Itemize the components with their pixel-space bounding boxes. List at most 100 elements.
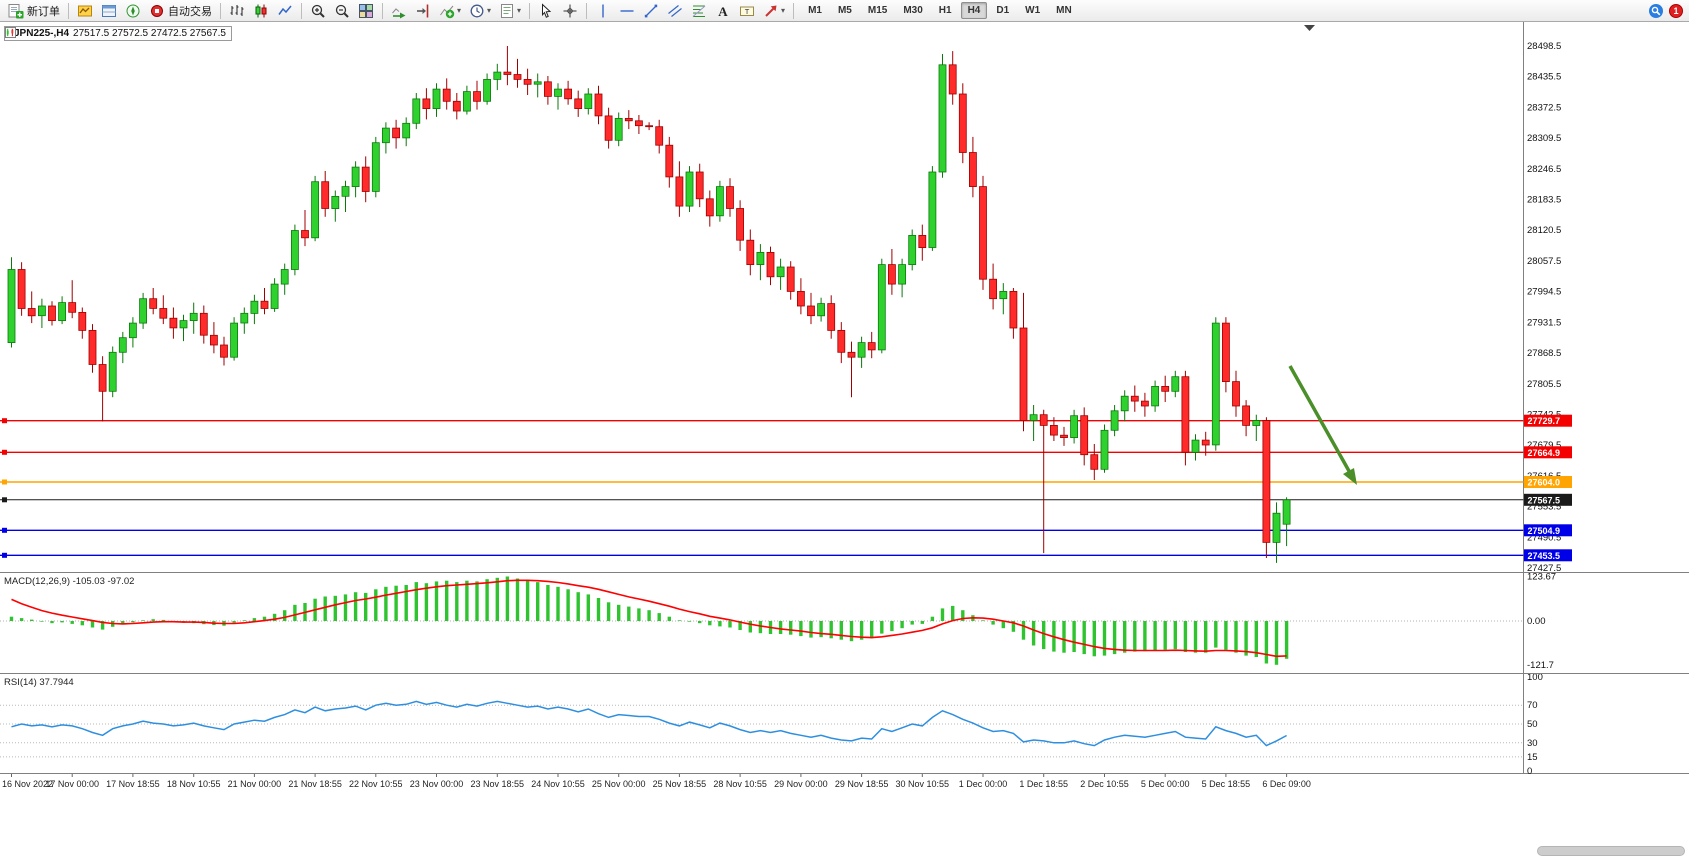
fibonacci-button[interactable] <box>687 1 711 20</box>
navigator-icon <box>125 3 141 19</box>
bar-chart-button[interactable] <box>225 1 249 20</box>
timeframe-h4-button[interactable]: H4 <box>960 2 988 19</box>
tile-windows-button[interactable] <box>354 1 378 20</box>
svg-text:6 Dec 09:00: 6 Dec 09:00 <box>1262 779 1311 789</box>
toolbar-right: 1 <box>1648 0 1683 22</box>
toolbar-separator <box>586 2 588 19</box>
symbol-period-label: JPN225-,H4 <box>14 28 70 39</box>
svg-text:27504.9: 27504.9 <box>1528 526 1561 536</box>
timeframe-m1-button[interactable]: M1 <box>808 5 822 16</box>
svg-text:29 Nov 00:00: 29 Nov 00:00 <box>774 779 828 789</box>
ohlc-values: 27517.5 27572.5 27472.5 27567.5 <box>73 28 226 39</box>
svg-text:27931.5: 27931.5 <box>1527 317 1561 328</box>
timeframe-m30-button[interactable]: M30 <box>903 5 923 16</box>
indicators-dropdown-arrow-icon[interactable]: ▾ <box>457 6 462 15</box>
svg-text:17 Nov 18:55: 17 Nov 18:55 <box>106 779 160 789</box>
line-chart-button[interactable] <box>273 1 297 20</box>
timeframe-m5-button[interactable]: M5 <box>837 5 852 16</box>
svg-text:0: 0 <box>1527 766 1532 774</box>
svg-text:17 Nov 00:00: 17 Nov 00:00 <box>45 779 99 789</box>
svg-text:100: 100 <box>1527 674 1543 683</box>
arrows-dropdown-arrow-icon[interactable]: ▾ <box>781 6 786 15</box>
equidistant-channel-icon <box>667 3 683 19</box>
periods-dropdown-arrow-icon[interactable]: ▾ <box>487 6 492 15</box>
svg-text:28372.5: 28372.5 <box>1527 102 1561 113</box>
macd-canvas[interactable]: 123.67 0.00 -121.7 <box>0 573 1689 674</box>
cursor-button[interactable] <box>534 1 558 20</box>
zoom-in-button[interactable] <box>306 1 330 20</box>
auto-trading-button[interactable]: 自动交易 <box>145 1 216 20</box>
svg-text:70: 70 <box>1527 700 1538 711</box>
auto-scroll-button[interactable] <box>387 1 411 20</box>
svg-text:30: 30 <box>1527 738 1538 749</box>
market-watch-button[interactable] <box>73 1 97 20</box>
toolbar-separator <box>793 2 795 19</box>
notifications-badge[interactable]: 1 <box>1669 4 1683 18</box>
svg-text:28498.5: 28498.5 <box>1527 41 1561 52</box>
text-button[interactable]: A <box>711 1 735 20</box>
svg-text:-121.7: -121.7 <box>1527 660 1554 671</box>
timeframe-m15-button[interactable]: M15 <box>867 5 888 16</box>
trendline-button[interactable] <box>639 1 663 20</box>
rsi-canvas[interactable]: 100 70 50 30 15 0 <box>0 674 1689 774</box>
data-window-button[interactable] <box>97 1 121 20</box>
crosshair-button[interactable] <box>558 1 582 20</box>
periods-button[interactable]: ▾ <box>465 1 495 20</box>
svg-text:28057.5: 28057.5 <box>1527 256 1561 267</box>
candlestick-chart-button[interactable] <box>249 1 273 20</box>
tile-windows-icon <box>358 3 374 19</box>
main-chart-canvas[interactable]: 28498.5 28435.5 28372.5 28309.5 28246.5 28183… <box>0 22 1689 573</box>
line-chart-icon <box>277 3 293 19</box>
svg-text:15: 15 <box>1527 752 1538 763</box>
zoom-out-button[interactable] <box>330 1 354 20</box>
svg-text:5 Dec 00:00: 5 Dec 00:00 <box>1141 779 1190 789</box>
svg-text:A: A <box>718 4 728 19</box>
horizontal-line-button[interactable] <box>615 1 639 20</box>
timeframe-d1-button[interactable]: D1 <box>996 5 1010 16</box>
chart-title: JPN225-,H4 27517.5 27572.5 27472.5 27567… <box>4 26 232 41</box>
templates-button[interactable]: ▾ <box>495 1 525 20</box>
search-icon[interactable] <box>1648 3 1664 19</box>
vertical-line-icon <box>595 3 611 19</box>
chart-shift-button[interactable] <box>411 1 435 20</box>
svg-text:27453.5: 27453.5 <box>1528 551 1561 561</box>
auto-scroll-icon <box>391 3 407 19</box>
periods-icon <box>469 3 485 19</box>
indicators-icon <box>439 3 455 19</box>
svg-text:27729.7: 27729.7 <box>1528 416 1561 426</box>
toolbar-separator <box>68 2 69 19</box>
svg-text:50: 50 <box>1527 719 1538 730</box>
timeframe-mn-button[interactable]: MN <box>1056 5 1072 16</box>
templates-dropdown-arrow-icon[interactable]: ▾ <box>517 6 522 15</box>
toolbar-buttons: 新订单 自动交易 ▾ ▾ ▾ A T ▾ <box>4 1 798 20</box>
horizontal-scrollbar[interactable] <box>1537 846 1685 856</box>
timeframe-w1-button[interactable]: W1 <box>1025 5 1041 16</box>
text-label-button[interactable]: T <box>735 1 759 20</box>
timeframe-h1-button[interactable]: H1 <box>938 5 952 16</box>
new-order-icon <box>8 3 24 19</box>
svg-text:1 Dec 00:00: 1 Dec 00:00 <box>959 779 1008 789</box>
arrows-button[interactable]: ▾ <box>759 1 789 20</box>
navigator-button[interactable] <box>121 1 145 20</box>
svg-text:16 Nov 2022: 16 Nov 2022 <box>2 779 53 789</box>
svg-text:27567.5: 27567.5 <box>1528 495 1561 505</box>
vertical-line-button[interactable] <box>591 1 615 20</box>
svg-text:28246.5: 28246.5 <box>1527 164 1561 175</box>
svg-text:29 Nov 18:55: 29 Nov 18:55 <box>835 779 889 789</box>
auto-trading-label: 自动交易 <box>168 5 212 18</box>
indicators-button[interactable]: ▾ <box>435 1 465 20</box>
svg-text:27994.5: 27994.5 <box>1527 287 1561 298</box>
new-order-button[interactable]: 新订单 <box>4 1 64 20</box>
svg-text:30 Nov 10:55: 30 Nov 10:55 <box>896 779 950 789</box>
zoom-in-icon <box>310 3 326 19</box>
templates-icon <box>499 3 515 19</box>
bar-chart-icon <box>229 3 245 19</box>
svg-text:21 Nov 00:00: 21 Nov 00:00 <box>228 779 282 789</box>
svg-text:27427.5: 27427.5 <box>1527 563 1561 573</box>
svg-text:5 Dec 18:55: 5 Dec 18:55 <box>1202 779 1251 789</box>
svg-text:18 Nov 10:55: 18 Nov 10:55 <box>167 779 221 789</box>
chart-window: 28498.5 28435.5 28372.5 28309.5 28246.5 28183… <box>0 22 1689 858</box>
equidistant-channel-button[interactable] <box>663 1 687 20</box>
svg-text:22 Nov 10:55: 22 Nov 10:55 <box>349 779 403 789</box>
